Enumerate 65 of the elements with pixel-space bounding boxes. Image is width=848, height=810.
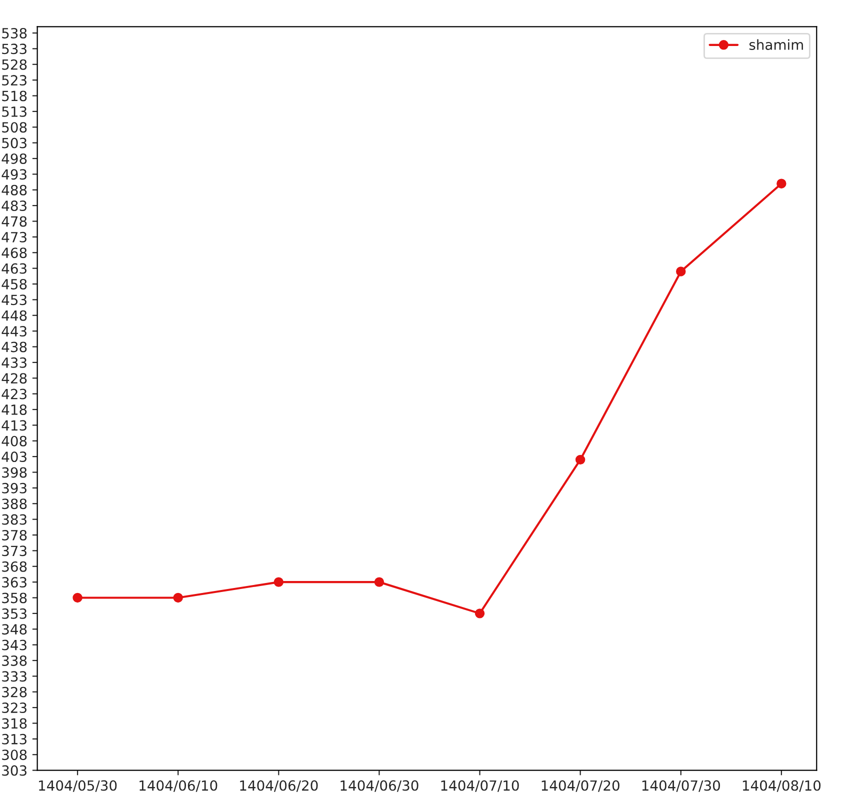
y-tick-label: 313 xyxy=(2,734,26,744)
y-tick-label: 518 xyxy=(2,90,27,102)
point xyxy=(575,454,586,465)
y-tick-label: 323 xyxy=(2,702,26,714)
x-tick-label: 1404/06/10 xyxy=(140,780,218,792)
y-tick-label: 438 xyxy=(2,342,27,352)
point xyxy=(776,178,786,188)
y-tick-label: 453 xyxy=(2,294,26,306)
legend-label: shamim xyxy=(749,39,803,50)
y-tick-label: 358 xyxy=(2,592,27,604)
y-tick-label: 433 xyxy=(2,357,26,368)
y-tick-label: 373 xyxy=(2,546,26,556)
y-tick-label: 383 xyxy=(2,514,26,525)
point xyxy=(676,266,686,276)
y-tick-label: 493 xyxy=(2,169,26,180)
y-tick-label: 413 xyxy=(2,420,26,431)
y-tick-label: 488 xyxy=(2,184,27,196)
y-tick-label: 538 xyxy=(2,28,27,38)
x-tick-label: 1404/07/20 xyxy=(542,780,620,792)
y-tick-label: 378 xyxy=(2,530,27,540)
y-tick-label: 483 xyxy=(2,200,26,212)
point xyxy=(374,577,384,587)
y-tick-label: 363 xyxy=(2,577,26,588)
y-tick-label: 528 xyxy=(2,59,27,70)
y-tick-label: 418 xyxy=(2,404,27,415)
y-tick-label: 513 xyxy=(2,106,26,117)
y-tick-label: 328 xyxy=(2,686,27,698)
y-tick-label: 393 xyxy=(2,482,26,494)
y-tick-label: 508 xyxy=(2,122,27,133)
y-tick-label: 468 xyxy=(2,248,27,258)
y-tick-label: 473 xyxy=(2,232,26,242)
y-tick-label: 303 xyxy=(2,765,26,776)
y-tick-label: 443 xyxy=(2,326,26,337)
x-tick-label: 1404/06/20 xyxy=(240,780,318,792)
y-tick-label: 338 xyxy=(2,655,27,666)
point xyxy=(274,577,284,587)
y-tick-label: 458 xyxy=(2,278,27,290)
x-tick-label: 1404/07/30 xyxy=(642,780,720,792)
y-tick-label: 353 xyxy=(2,608,26,619)
y-tick-label: 318 xyxy=(2,718,27,729)
y-tick-label: 533 xyxy=(2,44,26,54)
y-tick-label: 403 xyxy=(2,452,26,462)
y-tick-label: 498 xyxy=(2,153,27,164)
y-tick-label: 423 xyxy=(2,388,26,400)
y-tick-label: 398 xyxy=(2,467,27,478)
x-tick-label: 1404/06/30 xyxy=(340,780,418,792)
y-tick-label: 408 xyxy=(2,436,27,446)
y-tick-label: 428 xyxy=(2,373,27,384)
point xyxy=(173,592,183,603)
y-tick-label: 463 xyxy=(2,263,26,274)
y-tick-label: 308 xyxy=(2,750,27,760)
point xyxy=(474,608,485,618)
x-tick-label: 1404/05/30 xyxy=(39,780,117,792)
y-tick-label: 348 xyxy=(2,624,27,635)
y-tick-label: 388 xyxy=(2,498,27,510)
y-tick-label: 523 xyxy=(2,75,26,86)
x-tick-label: 1404/07/10 xyxy=(441,780,519,792)
y-tick-label: 368 xyxy=(2,561,27,572)
y-tick-label: 333 xyxy=(2,671,26,682)
x-tick-label: 1404/08/10 xyxy=(742,780,821,792)
y-tick-label: 503 xyxy=(2,138,26,148)
point xyxy=(72,592,82,603)
y-tick-label: 343 xyxy=(2,640,26,650)
y-tick-label: 478 xyxy=(2,216,27,227)
y-tick-label: 448 xyxy=(2,310,27,321)
